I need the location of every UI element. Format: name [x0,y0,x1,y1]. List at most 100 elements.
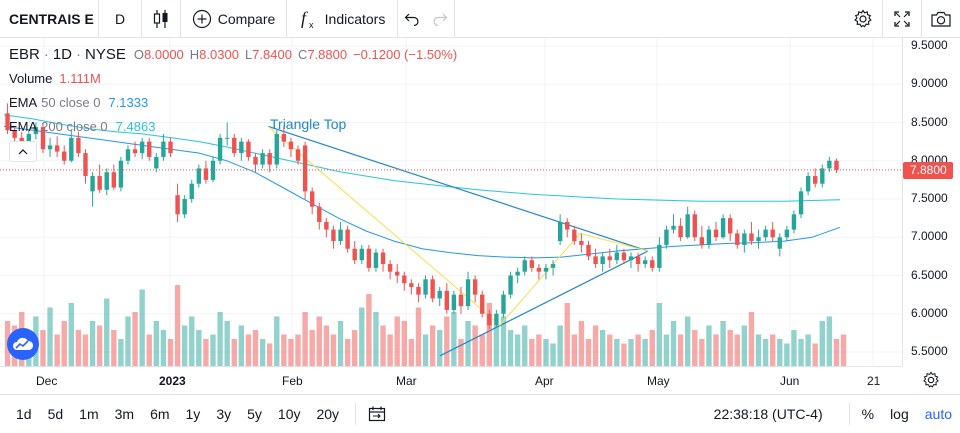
time-axis[interactable]: Dec 2023 Feb Mar Apr May Jun 21 [0,366,902,395]
price-tick: 6.0000 [911,306,948,320]
compare-button[interactable]: Compare [181,0,286,38]
volume-bar [203,339,209,366]
toolbar-divider [286,0,287,38]
redo-button[interactable] [426,0,454,38]
price-tick: 9.0000 [911,76,948,90]
volume-bar [770,334,776,366]
volume-bar [82,334,89,366]
symbol-search-button[interactable]: CENTRAIS E [9,10,94,27]
range-5y[interactable]: 5y [247,406,262,422]
range-5d[interactable]: 5d [47,406,64,422]
volume-bar [826,316,833,366]
candle-body [317,206,322,222]
percent-toggle[interactable]: % [861,406,875,422]
last-price-label: 7.8800 [903,162,953,179]
clock-timezone[interactable]: 22:38:18 (UTC-4) [713,406,823,422]
auto-toggle[interactable]: auto [924,406,952,422]
candle-body [437,290,442,299]
legend-volume[interactable]: Volume 1.111M [9,71,101,86]
candle-body [239,141,244,154]
volume-bar [741,325,748,366]
function-icon: f x [301,8,314,30]
volume-bar [132,312,138,366]
volume-bar [592,325,599,366]
volume-bar [706,325,712,366]
candle-body [536,267,542,272]
candle-body [26,133,31,147]
indicators-button[interactable]: f x Indicators [287,0,397,38]
ema200-label: EMA [9,119,38,134]
volume-bar [330,334,337,366]
candle-body [458,294,464,307]
candle-body [366,248,372,268]
legend-ema200[interactable]: EMA 200 close 0 7.4863 [9,119,155,134]
toolbar-right-group [844,0,960,38]
candle-body [302,145,308,192]
candle-body [196,168,202,184]
candle-body [260,153,265,165]
candle-body [395,271,400,276]
volume-bar [684,316,691,366]
candle-body [515,271,520,276]
screenshot-button[interactable] [921,0,960,38]
candle-body [678,225,683,238]
volume-bar [281,334,287,366]
candle-body [409,283,414,287]
range-3m[interactable]: 3m [114,406,135,422]
ema50-line [3,125,841,259]
volume-bar [366,294,372,366]
fullscreen-button[interactable] [882,0,921,38]
pattern-label[interactable]: Triangle Top [270,116,347,132]
volume-bar [762,339,769,366]
interval-button[interactable]: D [114,10,126,27]
range-1d[interactable]: 1d [16,406,32,422]
pattern-zigzag-line [267,125,649,326]
candle-body [735,233,740,245]
volume-bar [344,339,351,366]
volume-bar [734,334,740,366]
volume-bar [451,312,457,366]
range-10y[interactable]: 10y [277,406,301,422]
range-1y[interactable]: 1y [185,406,201,422]
candle-body [168,141,173,154]
volume-bar [181,325,188,366]
volume-bar [274,316,280,366]
toolbar-divider [98,0,99,38]
candle-body [720,218,726,238]
settings-button[interactable] [844,0,882,38]
volume-bar [68,303,74,366]
price-axis[interactable]: 9.5000 9.0000 8.5000 8.0000 7.5000 7.000… [902,38,960,366]
goto-date-button[interactable] [364,406,390,422]
range-3y[interactable]: 3y [216,406,232,422]
candle-body [713,229,719,238]
volume-bar [295,334,301,366]
svg-text:x: x [309,20,314,30]
chart-type-button[interactable] [142,0,180,38]
axis-settings-button[interactable] [922,371,940,394]
candle-body [621,252,627,261]
candle-body [416,286,421,295]
undo-icon [404,13,419,26]
range-20y[interactable]: 20y [316,406,340,422]
range-6m[interactable]: 6m [150,406,170,422]
log-toggle[interactable]: log [890,406,909,422]
candle-body [154,156,159,169]
open-label: O [133,47,145,62]
price-chart[interactable] [0,38,960,394]
toolbar-divider [397,0,398,38]
undo-button[interactable] [398,0,426,38]
range-1m[interactable]: 1m [79,406,99,422]
candles-icon [153,9,168,28]
legend-collapse-button[interactable] [9,141,37,162]
candle-body [274,133,279,165]
ema50-label: EMA [9,95,38,110]
volume-bar [160,330,167,366]
legend-ema50[interactable]: EMA 50 close 0 7.1333 [9,95,148,110]
tradingview-logo[interactable] [7,328,39,360]
volume-bar [649,330,655,366]
volume-bar [359,307,365,366]
top-toolbar: CENTRAIS E D Compare f x Indicators [0,0,960,38]
volume-bar [266,343,273,366]
price-tick: 6.5000 [911,268,948,282]
ema200-value: 7.4863 [115,119,156,134]
